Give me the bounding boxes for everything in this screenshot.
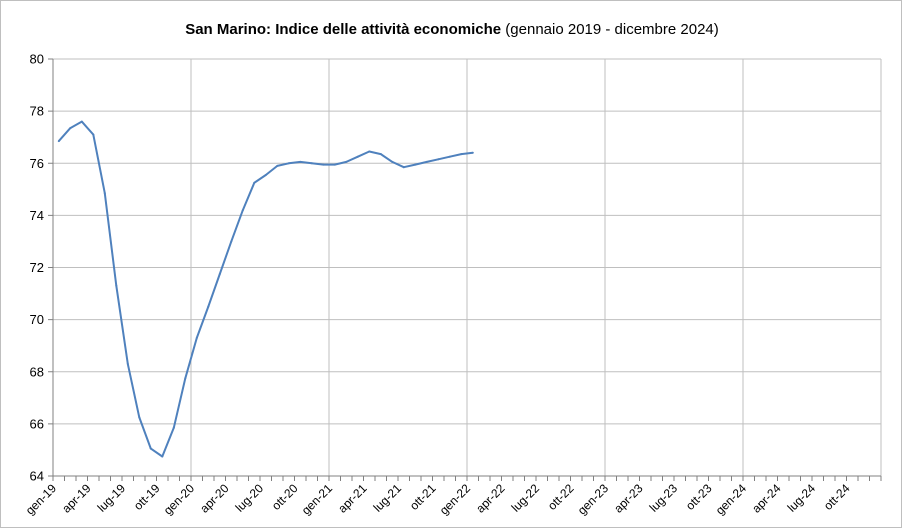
- data-point: [333, 163, 336, 166]
- x-tick-label: apr-21: [335, 481, 370, 516]
- data-point: [207, 305, 210, 308]
- data-point: [138, 416, 141, 419]
- data-point: [184, 377, 187, 380]
- x-tick-label: ott-24: [821, 481, 853, 513]
- data-point: [460, 153, 463, 156]
- y-tick-label: 76: [30, 156, 44, 171]
- y-tick-label: 72: [30, 260, 44, 275]
- data-point: [310, 162, 313, 165]
- data-point: [402, 166, 405, 169]
- x-tick-label: ott-21: [407, 481, 439, 513]
- x-tick-label: gen-22: [437, 481, 474, 518]
- data-point: [115, 284, 118, 287]
- data-point: [253, 181, 256, 184]
- y-tick-label: 64: [30, 469, 44, 484]
- data-point: [241, 209, 244, 212]
- data-point: [195, 336, 198, 339]
- data-point: [414, 163, 417, 166]
- data-point: [230, 240, 233, 243]
- data-point: [218, 273, 221, 275]
- data-point: [287, 162, 290, 165]
- chart-title: San Marino: Indice delle attività econom…: [0, 21, 904, 38]
- y-tick-label: 78: [30, 104, 44, 119]
- x-tick-label: lug-22: [509, 481, 543, 515]
- x-tick-label: ott-20: [269, 481, 301, 513]
- x-tick-label: apr-20: [197, 481, 232, 516]
- data-point: [92, 133, 95, 136]
- data-point: [379, 153, 382, 156]
- data-point: [264, 174, 267, 176]
- x-tick-label: ott-22: [545, 481, 577, 513]
- x-tick-label: lug-20: [233, 481, 267, 515]
- data-point: [126, 362, 129, 365]
- data-point: [471, 151, 474, 154]
- x-tick-label: lug-21: [371, 481, 405, 515]
- x-tick-label: gen-23: [575, 481, 612, 518]
- data-point: [103, 192, 106, 195]
- x-tick-label: lug-23: [647, 481, 681, 515]
- y-tick-label: 70: [30, 312, 44, 327]
- y-tick-label: 68: [30, 364, 44, 379]
- y-tick-label: 80: [30, 52, 44, 67]
- data-point: [299, 160, 302, 163]
- chart-title-main: San Marino: Indice delle attività econom…: [185, 21, 502, 38]
- data-point: [345, 160, 348, 163]
- x-tick-label: gen-19: [23, 481, 60, 518]
- x-tick-label: apr-22: [473, 481, 508, 516]
- data-point: [276, 164, 279, 167]
- data-point: [425, 160, 428, 163]
- data-point: [391, 160, 394, 163]
- x-tick-label: gen-21: [299, 481, 336, 518]
- x-tick-label: ott-19: [131, 481, 163, 513]
- x-tick-label: apr-23: [611, 481, 646, 516]
- data-point: [69, 127, 72, 130]
- data-point: [356, 155, 359, 158]
- data-point: [161, 455, 164, 458]
- x-tick-label: apr-19: [59, 481, 94, 516]
- x-tick-label: ott-23: [683, 481, 715, 513]
- data-point: [448, 155, 451, 158]
- x-tick-label: lug-19: [95, 481, 129, 515]
- data-point: [57, 140, 60, 143]
- x-tick-label: gen-24: [713, 481, 750, 518]
- data-point: [172, 426, 175, 429]
- y-tick-label: 66: [30, 416, 44, 431]
- data-point: [368, 150, 371, 153]
- x-tick-label: apr-24: [749, 481, 784, 516]
- y-tick-label: 74: [30, 208, 44, 223]
- data-point: [322, 163, 325, 166]
- data-point: [149, 447, 152, 450]
- series-line: [58, 120, 473, 458]
- x-tick-label: gen-20: [161, 481, 198, 518]
- x-tick-label: lug-24: [785, 481, 819, 515]
- chart-subtitle: (gennaio 2019 - dicembre 2024): [505, 21, 719, 38]
- data-point: [437, 158, 440, 161]
- data-point: [80, 120, 83, 123]
